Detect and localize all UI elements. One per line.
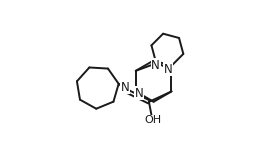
Text: N: N: [135, 87, 144, 100]
Text: OH: OH: [145, 115, 161, 125]
Text: N: N: [121, 81, 130, 94]
Text: N: N: [151, 59, 160, 72]
Text: N: N: [163, 63, 172, 76]
